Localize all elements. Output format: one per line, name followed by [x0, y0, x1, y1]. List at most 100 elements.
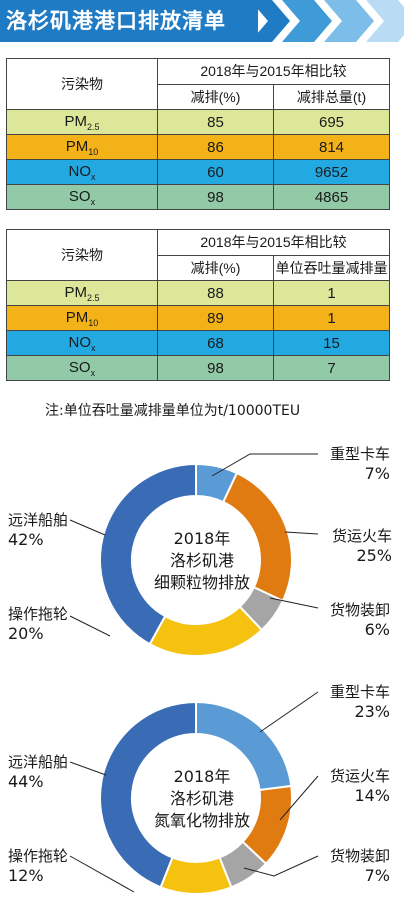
category-label: 远洋船舶 [8, 753, 69, 771]
leader-line-2 [243, 855, 319, 877]
leader-line-1 [279, 775, 319, 821]
chart-center-title: 2018年 洛杉矶港 氮氧化物排放 [122, 766, 282, 832]
slice-label: 操作拖轮 12% [8, 846, 68, 886]
donut-svg [69, 691, 319, 895]
title-banner: 洛杉矶港港口排放清单 [0, 0, 404, 42]
header-reduction-pct: 减排(%) [157, 83, 274, 110]
percent-label: 23% [354, 702, 390, 721]
per-unit-cell: 1 [273, 305, 390, 331]
slice-label: 重型卡车 23% [330, 682, 390, 722]
donut-svg [69, 453, 319, 657]
leader-line-0 [259, 691, 319, 733]
per-unit-cell: 7 [273, 355, 390, 381]
table-row: SOx 98 7 [6, 355, 390, 381]
emission-reduction-table: 污染物 2018年与2015年相比较 减排(%) 减排总量(t) PM2.5 8… [6, 58, 390, 210]
pollutant-cell: PM2.5 [6, 280, 158, 306]
page-title: 洛杉矶港港口排放清单 [6, 9, 226, 33]
reduction-pct-cell: 88 [157, 280, 274, 306]
reduction-total-cell: 814 [273, 134, 390, 160]
slice-label: 操作拖轮 20% [8, 604, 68, 644]
table-row: PM10 86 814 [6, 134, 390, 160]
table-row: NOx 60 9652 [6, 159, 390, 185]
table-row: PM2.5 88 1 [6, 280, 390, 306]
table-row: PM10 89 1 [6, 305, 390, 331]
header-comparison: 2018年与2015年相比较 [157, 58, 390, 85]
header-reduction-pct: 减排(%) [157, 254, 274, 281]
center-title-line: 2018年 [173, 529, 231, 548]
center-title-line: 2018年 [173, 767, 231, 786]
slice-label: 货运火车 25% [332, 526, 392, 566]
category-label: 货运火车 [331, 527, 392, 545]
category-label: 远洋船舶 [8, 511, 69, 529]
reduction-pct-cell: 98 [157, 184, 274, 210]
category-label: 操作拖轮 [8, 847, 69, 865]
percent-label: 14% [354, 786, 390, 805]
leader-line-4 [69, 761, 107, 776]
reduction-pct-cell: 60 [157, 159, 274, 185]
donut-slice-4 [99, 462, 197, 646]
table-row: SOx 98 4865 [6, 184, 390, 210]
category-label: 重型卡车 [329, 683, 390, 701]
reduction-pct-cell: 89 [157, 305, 274, 331]
category-label: 货物装卸 [329, 847, 390, 865]
reduction-total-cell: 4865 [273, 184, 390, 210]
per-unit-cell: 1 [273, 280, 390, 306]
percent-label: 6% [364, 620, 390, 639]
percent-label: 42% [8, 530, 44, 549]
header-per-unit-reduction: 单位吞吐量减排量 [273, 254, 390, 281]
pollutant-cell: PM10 [6, 305, 158, 331]
leader-line-1 [284, 531, 319, 535]
pollutant-cell: PM2.5 [6, 109, 158, 135]
pollutant-cell: NOx [6, 330, 158, 356]
pollutant-cell: PM10 [6, 134, 158, 160]
slice-label: 远洋船舶 44% [8, 752, 68, 792]
category-label: 货运火车 [329, 767, 390, 785]
leader-line-3 [69, 615, 111, 637]
category-label: 操作拖轮 [8, 605, 69, 623]
center-title-line: 细颗粒物排放 [153, 573, 250, 592]
percent-label: 7% [364, 464, 390, 483]
percent-label: 44% [8, 772, 44, 791]
leader-line-3 [69, 855, 135, 893]
nox-emission-donut-chart: 2018年 洛杉矶港 氮氧化物排放 重型卡车 23% 货运火车 14% 货物装卸… [0, 680, 404, 918]
table-footnote: 注:单位吞吐量减排量单位为t/10000TEU [45, 403, 301, 419]
leader-line-0 [211, 453, 318, 477]
chart-center-title: 2018年 洛杉矶港 细颗粒物排放 [122, 528, 282, 594]
reduction-total-cell: 9652 [273, 159, 390, 185]
center-title-line: 洛杉矶港 [169, 789, 234, 808]
slice-label: 货物装卸 6% [330, 600, 390, 640]
header-reduction-total: 减排总量(t) [273, 83, 390, 110]
slice-label: 货运火车 14% [330, 766, 390, 806]
slice-label: 货物装卸 7% [330, 846, 390, 886]
donut-slice-4 [99, 700, 197, 889]
reduction-pct-cell: 98 [157, 355, 274, 381]
center-title-line: 洛杉矶港 [169, 551, 234, 570]
slice-label: 重型卡车 7% [330, 444, 390, 484]
reduction-pct-cell: 85 [157, 109, 274, 135]
table-row: NOx 68 15 [6, 330, 390, 356]
percent-label: 25% [356, 546, 392, 565]
leader-line-2 [269, 597, 319, 609]
table-row: PM2.5 85 695 [6, 109, 390, 135]
per-throughput-reduction-table: 污染物 2018年与2015年相比较 减排(%) 单位吞吐量减排量 PM2.5 … [6, 229, 390, 381]
pollutant-cell: SOx [6, 184, 158, 210]
reduction-total-cell: 695 [273, 109, 390, 135]
pollutant-cell: NOx [6, 159, 158, 185]
reduction-pct-cell: 68 [157, 330, 274, 356]
header-pollutant: 污染物 [6, 58, 158, 110]
donut-slice-3 [148, 605, 264, 657]
percent-label: 7% [364, 866, 390, 885]
pollutant-cell: SOx [6, 355, 158, 381]
pm-emission-donut-chart: 2018年 洛杉矶港 细颗粒物排放 重型卡车 7% 货运火车 25% 货物装卸 … [0, 440, 404, 680]
header-pollutant: 污染物 [6, 229, 158, 281]
leader-line-4 [69, 519, 106, 536]
category-label: 货物装卸 [329, 601, 390, 619]
reduction-pct-cell: 86 [157, 134, 274, 160]
center-title-line: 氮氧化物排放 [153, 811, 250, 830]
per-unit-cell: 15 [273, 330, 390, 356]
percent-label: 12% [8, 866, 44, 885]
percent-label: 20% [8, 624, 44, 643]
header-comparison: 2018年与2015年相比较 [157, 229, 390, 256]
slice-label: 远洋船舶 42% [8, 510, 68, 550]
chevron-arrows-icon [0, 0, 404, 42]
